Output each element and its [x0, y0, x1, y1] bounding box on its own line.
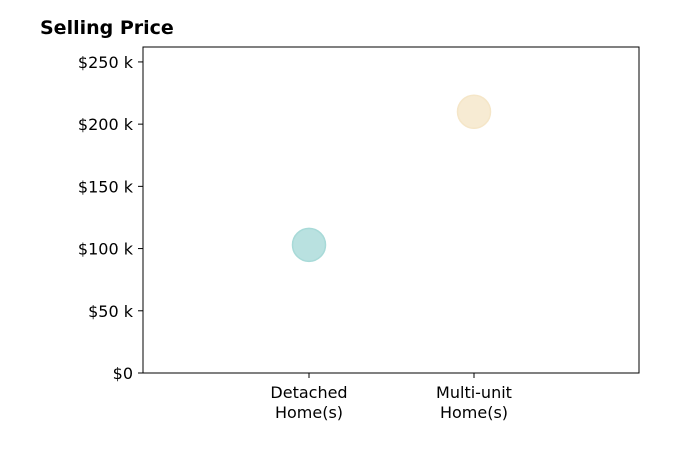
y-tick-label: $200 k — [78, 115, 134, 134]
y-tick-label: $100 k — [78, 240, 134, 259]
x-tick-label: Detached Home(s) — [270, 383, 347, 422]
y-tick-label: $250 k — [78, 53, 134, 72]
chart-title: Selling Price — [40, 17, 174, 39]
x-tick-label: Multi-unit Home(s) — [436, 383, 512, 422]
data-point — [456, 94, 492, 129]
x-axis: Detached Home(s) Multi-unit Home(s) — [270, 373, 512, 422]
y-tick-label: $150 k — [78, 177, 134, 196]
y-tick-label: $0 — [113, 364, 133, 383]
y-tick-label: $50 k — [88, 302, 134, 321]
data-point — [291, 227, 327, 263]
plot-frame — [142, 46, 640, 374]
data-points — [291, 94, 492, 263]
y-axis: $0 $50 k $100 k $150 k $200 k $250 k — [78, 53, 143, 383]
